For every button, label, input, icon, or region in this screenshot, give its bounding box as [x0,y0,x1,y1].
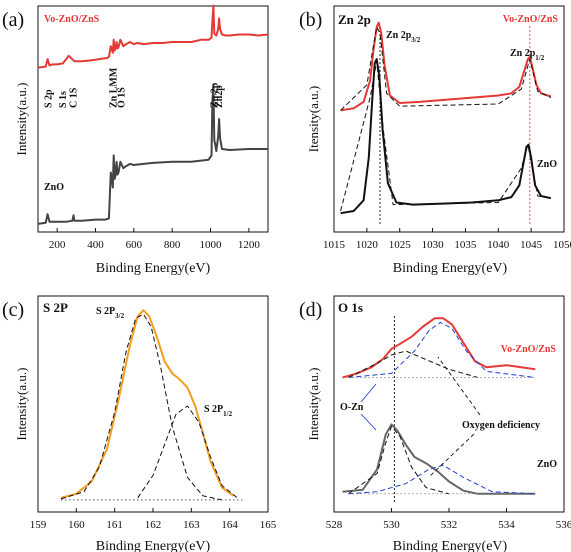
panel-d-series-vo-zno-zns-o-zn-fit [348,350,478,378]
panel-b-peak1-label: Zn 2p3/2 [386,30,421,44]
arrow-deficiency-up [437,356,481,416]
panel-c-series-s-2p3-2 [60,313,223,501]
panel-a-ylabel: Intensity(a.u.) [14,83,29,156]
arrow-o-zn-up [360,383,377,403]
panel-a-plot: 200 400 600 800 1000 1200 S 2p S 1s C 1S Zn LMMO … [37,4,269,251]
panel-b-xlabel: Binding Energy(eV) [393,261,508,276]
panel-a-peak-annotation: S 2p [44,89,55,108]
panel-b-xtick-label: 1020 [356,239,379,251]
panel-d-xtick-label: 528 [326,519,343,531]
arrow-deficiency-down [429,433,475,477]
panel-d-label: (d) [299,299,322,321]
panel-d-series-zno-defect-fit [348,464,536,495]
panel-b-plot: 1015 1020 1025 1030 1035 1040 1045 1050 [323,21,571,251]
panel-b-xtick-label: 1040 [487,239,510,251]
panel-c-xtick-label: 163 [183,519,200,531]
panel-d-arrows [360,356,481,477]
panel-c-xtick-label: 160 [68,519,85,531]
panel-a: (a) Binding Energy(eV) Intensity(a.u.) 2… [2,4,269,276]
panel-c-peak1-label: S 2P3/2 [96,306,125,320]
panel-d-black-series-label: ZnO [537,459,557,470]
panel-b-series-zno [340,58,552,215]
panel-a-peak-annotation: Zn LMM [109,67,120,108]
panel-a-red-series-label: Vo-ZnO/ZnS [44,14,100,25]
panel-c-xtick-label: 159 [30,519,47,531]
panel-a-xtick-label: 200 [49,239,66,251]
panel-b-xtick-label: 1030 [422,239,445,251]
panel-b-series-vo-zno-zns-envelope [340,26,552,111]
panel-c-peak2-label: S 2P1/2 [204,404,233,418]
panel-c-ylabel: Intensity(a.u.) [14,368,29,441]
panel-d-red-series-label: Vo-ZnO/ZnS [501,344,557,355]
panel-a-xtick-label: 800 [164,239,181,251]
panel-c: (c) S 2P Binding Energy(eV) Intensity(a.… [2,295,277,552]
panel-a-series-vo-zno-zns [37,4,269,69]
panel-a-peak-annotation: Zn2p [214,85,225,108]
panel-c-xtick-label: 164 [221,519,238,531]
panel-c-xlabel: Binding Energy(eV) [96,539,211,552]
panel-d-xtick-label: 534 [498,519,515,531]
panel-b: (b) Zn 2p Binding Energy(eV) Itensity(a.… [299,5,571,276]
panel-b-label: (b) [299,9,322,31]
panel-b-red-series-label: Vo-ZnO/ZnS [503,14,559,25]
panel-b-peak2-label: Zn 2p1/2 [510,48,545,62]
arrow-o-zn-down [360,413,377,431]
panel-c-xtick-label: 162 [145,519,162,531]
panel-c-label: (c) [2,299,24,321]
panel-b-ylabel: Itensity(a.u.) [306,86,321,152]
panel-a-frame [37,5,269,233]
panel-d-xtick-label: 532 [441,519,458,531]
panel-d-series-zno [342,423,536,495]
panel-a-xtick-label: 1000 [200,239,223,251]
panel-a-peak-annotation: Zn 2p [210,82,221,108]
panel-b-xtick-label: 1045 [520,239,543,251]
panel-d-title: O 1s [338,300,363,315]
panel-a-xtick-label: 600 [126,239,143,251]
panel-c-series-s-2p1-2 [137,405,238,499]
panel-d-series-zno-o-zn-fit [348,425,450,495]
panel-a-xlabel: Binding Energy(eV) [96,261,211,276]
panel-b-xtick-label: 1050 [553,239,571,251]
panel-c-xtick-label: 161 [106,519,123,531]
panel-c-xtick-label: 165 [260,519,277,531]
panel-a-peak-annotation: S 1s [58,91,69,108]
panel-d-ylabel: Intensity(a.u.) [306,368,321,441]
panel-a-series-zno [37,83,268,225]
panel-d-o-zn-label: O-Zn [340,402,364,413]
panel-a-label: (a) [2,9,24,31]
panel-d-oxygen-deficiency-label: Oxygen deficiency [462,420,540,431]
panel-d-plot: 528 530 532 534 536 [326,316,571,531]
panel-a-xtick-label: 1200 [238,239,261,251]
panel-b-xtick-label: 1035 [454,239,477,251]
panel-d-xlabel: Binding Energy(eV) [393,539,508,552]
panel-d-series-vo-zno-zns-defect-fit [348,321,536,378]
panel-a-peak-annotation: O 1S [116,87,127,108]
panel-d-xtick-label: 530 [383,519,400,531]
panel-c-plot: 159 160 161 162 163 164 165 [30,309,277,531]
panel-b-xtick-label: 1025 [389,239,412,251]
panel-b-frame [333,5,565,233]
panel-b-title: Zn 2p [338,12,371,27]
panel-a-xtick-label: 400 [87,239,104,251]
panel-b-series-vo-zno-zns [340,21,552,112]
panel-a-black-series-label: ZnO [44,182,64,193]
panel-d-xtick-label: 536 [556,519,571,531]
panel-a-peak-annotation: C 1S [69,87,80,108]
panel-d: (d) O 1s Binding Energy(eV) Intensity(a.… [299,295,571,552]
panel-b-xtick-label: 1015 [323,239,346,251]
panel-b-black-series-label: ZnO [537,159,557,170]
panel-c-title: S 2P [43,300,68,315]
